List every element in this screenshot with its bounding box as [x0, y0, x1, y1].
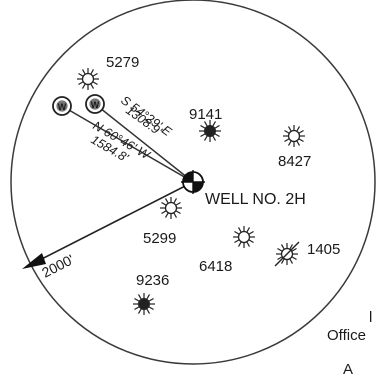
bearing-line-nw [61, 105, 194, 183]
well-marker-w-1: W [52, 96, 72, 116]
well-symbol-icon [274, 241, 300, 267]
radius-circle [10, 0, 376, 365]
offset-well-number: 6418 [199, 258, 232, 275]
offset-wells: 5279 9141 8427 5299 6418 1405 9236 [77, 54, 340, 315]
well-symbol-icon [133, 293, 155, 315]
offset-well-number: 9141 [189, 106, 222, 123]
offset-well-number: 9236 [136, 272, 169, 289]
offset-well-9141: 9141 [189, 106, 222, 142]
edge-text-fragment-1: l [369, 309, 372, 326]
main-well-label: WELL NO. 2H [205, 191, 306, 208]
bearing-line-se [94, 103, 194, 183]
radius-label: 2000' [39, 251, 76, 281]
well-symbol-icon [77, 68, 99, 90]
offset-well-1405: 1405 [274, 241, 340, 267]
well-marker-w-2-symbol: W [91, 100, 100, 110]
offset-well-9236: 9236 [133, 272, 169, 315]
radius-arrowhead [22, 253, 46, 269]
edge-text-office: Office [327, 327, 366, 344]
well-symbol-icon [233, 226, 255, 248]
well-symbol-icon [283, 125, 305, 147]
well-symbol-icon [199, 120, 221, 142]
edge-text-fragment-2: A [343, 361, 353, 376]
offset-well-6418: 6418 [199, 226, 255, 275]
radius-line [25, 181, 194, 268]
well-marker-w-2: W [85, 94, 105, 114]
offset-well-number: 5299 [143, 230, 176, 247]
offset-well-8427: 8427 [278, 125, 311, 170]
offset-well-5279: 5279 [77, 54, 139, 90]
offset-well-number: 8427 [278, 153, 311, 170]
main-well-symbol [181, 170, 205, 194]
well-marker-w-1-symbol: W [58, 102, 67, 112]
well-symbol-icon [160, 197, 182, 219]
offset-well-number: 5279 [106, 54, 139, 71]
offset-well-number: 1405 [307, 241, 340, 258]
offset-well-5299: 5299 [143, 197, 182, 247]
